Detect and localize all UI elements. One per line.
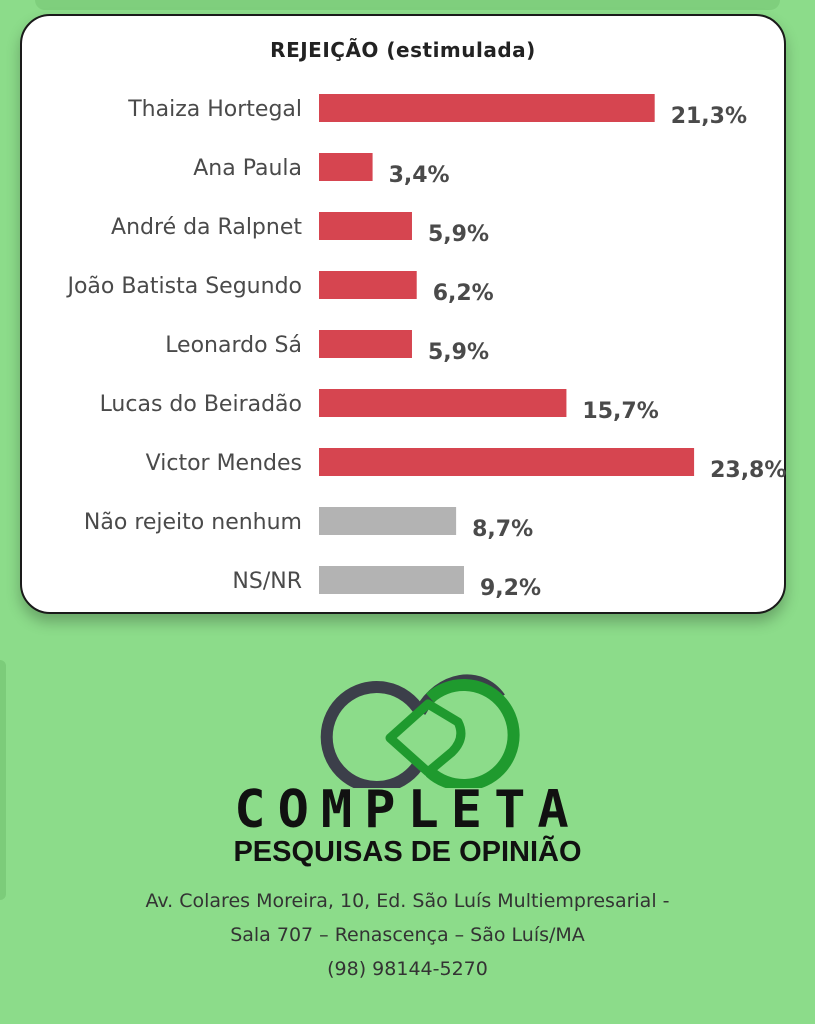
value-label: 9,2% (480, 576, 541, 601)
bar (319, 330, 412, 358)
chart-title: REJEIÇÃO (estimulada) (270, 38, 536, 62)
category-label: Thaiza Hortegal (127, 97, 302, 122)
bar (319, 566, 464, 594)
brand-name: COMPLETA (234, 780, 581, 840)
category-label: Ana Paula (193, 156, 302, 181)
value-label: 21,3% (671, 104, 747, 129)
bar (319, 389, 567, 417)
category-label: Victor Mendes (146, 451, 302, 476)
bar (319, 271, 417, 299)
bar (319, 448, 695, 476)
category-label: João Batista Segundo (65, 274, 302, 299)
value-label: 8,7% (472, 517, 533, 542)
value-label: 5,9% (428, 222, 489, 247)
address-line-2: Sala 707 – Renascença – São Luís/MA (230, 924, 585, 946)
value-label: 6,2% (433, 281, 494, 306)
bar (319, 507, 457, 535)
category-label: Lucas do Beiradão (100, 392, 302, 417)
value-label: 15,7% (582, 399, 658, 424)
address-line-1: Av. Colares Moreira, 10, Ed. São Luís Mu… (145, 890, 670, 912)
address-block: Av. Colares Moreira, 10, Ed. São Luís Mu… (0, 884, 815, 986)
category-label: NS/NR (232, 569, 302, 594)
top-card-edge (35, 0, 780, 10)
brand-tagline: PESQUISAS DE OPINIÃO (233, 836, 582, 868)
value-label: 5,9% (428, 340, 489, 365)
category-label: André da Ralpnet (111, 215, 302, 240)
value-label: 3,4% (389, 163, 450, 188)
chart-card: REJEIÇÃO (estimulada) Thaiza Hortegal 21,… (20, 14, 786, 614)
category-label: Leonardo Sá (165, 333, 302, 358)
completa-logo-icon (320, 674, 520, 788)
category-label: Não rejeito nenhum (84, 510, 302, 535)
bar (319, 212, 412, 240)
left-card-edge (0, 660, 6, 900)
bar (319, 94, 655, 122)
bar (319, 153, 373, 181)
value-label: 23,8% (710, 458, 786, 483)
bar-chart: Thaiza Hortegal 21,3% Ana Paula 3,4% André d… (65, 94, 786, 601)
phone-number: (98) 98144-5270 (327, 958, 488, 980)
